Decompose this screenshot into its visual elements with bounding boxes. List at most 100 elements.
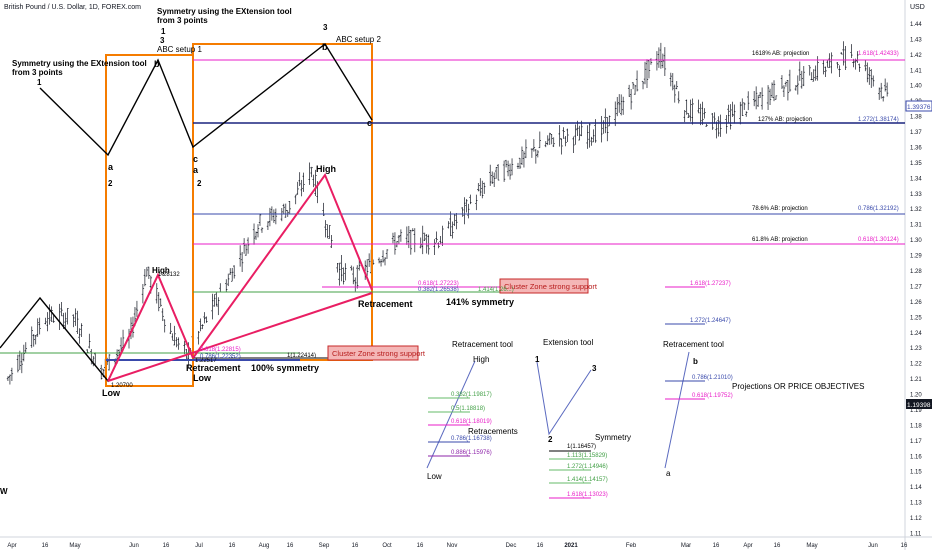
- fib-b1: 0.618(1.27223): [418, 281, 459, 287]
- sym-lvl-1: 1.113(1.15829): [567, 453, 607, 459]
- fib-a3: 1(1.22414): [287, 353, 316, 359]
- x-tick-label: 16: [352, 543, 359, 549]
- pink-trend: [107, 292, 373, 382]
- retr2-a: a: [666, 469, 671, 478]
- x-tick-label: Nov: [447, 543, 458, 549]
- fib-b3: 1.414(1.26...): [478, 287, 514, 293]
- ext-2: 2: [548, 435, 553, 444]
- y-tick-label: 1.40: [910, 84, 922, 90]
- y-tick-label: 1.43: [910, 37, 922, 43]
- sym-title: Symmetry: [595, 433, 631, 442]
- fib-a2: 0.786(1.22352): [200, 354, 241, 360]
- proj-title: Projections OR PRICE OBJECTIVES: [732, 382, 864, 391]
- high-label-2: High: [316, 164, 336, 174]
- x-tick-label: May: [806, 543, 817, 549]
- sym1-title: Symmetry using the EXtension tool: [12, 59, 147, 68]
- cluster2-label[interactable]: Cluster Zone strong support: [504, 282, 598, 291]
- x-tick-label: Jun: [868, 543, 878, 549]
- currency-label: USD: [910, 4, 925, 11]
- sym-lvl-3: 1.414(1.14157): [567, 477, 608, 483]
- y-tick-label: 1.25: [910, 315, 922, 321]
- y-axis: 1.441.431.421.411.401.391.381.371.361.35…: [904, 0, 922, 550]
- level-786-label: 78.6% AB: projection: [752, 206, 808, 212]
- retr2-lvl-1: 0.618(1.19752): [692, 393, 733, 399]
- y-tick-label: 1.21: [910, 377, 922, 383]
- retr-label-1: Retracement: [186, 363, 241, 373]
- level-1618-value: 1.618(1.42433): [858, 51, 899, 57]
- y-tick-label: 1.20: [910, 393, 922, 399]
- y-tick-label: 1.37: [910, 130, 922, 136]
- x-tick-label: 16: [287, 543, 294, 549]
- abc2-label: ABC setup 2: [336, 35, 381, 44]
- label-a-left: a: [108, 162, 114, 172]
- label-c-mid: c: [193, 154, 198, 164]
- high-label-1: High: [152, 266, 170, 275]
- retr-lvl-2: 0.618(1.18019): [451, 419, 492, 425]
- retr2-b: b: [693, 357, 698, 366]
- bottom-price-box: [906, 399, 932, 409]
- x-tick-label: Jun: [129, 543, 139, 549]
- y-tick-label: 1.41: [910, 68, 922, 74]
- label-2-left: 2: [108, 179, 113, 188]
- sym100-label: 100% symmetry: [251, 363, 319, 373]
- x-tick-label: 16: [417, 543, 424, 549]
- x-tick-label: 16: [901, 543, 908, 549]
- y-tick-label: 1.35: [910, 161, 922, 167]
- x-tick-label: Sep: [319, 543, 330, 549]
- sym141-label: 141% symmetry: [446, 297, 514, 307]
- sym2-title: Symmetry using the EXtension tool: [157, 7, 292, 16]
- y-tick-label: 1.23: [910, 346, 922, 352]
- right-fib2: 1.272(1.24647): [690, 318, 731, 324]
- cluster1-label[interactable]: Cluster Zone strong support: [332, 349, 426, 358]
- retr-val-1: 1.22517: [195, 358, 217, 364]
- y-tick-label: 1.29: [910, 254, 922, 260]
- pink-abc-small: [107, 272, 194, 382]
- level-618-value: 0.618(1.30124): [858, 237, 899, 243]
- x-tick-label: Oct: [382, 543, 392, 549]
- abc2-box: [192, 43, 373, 361]
- y-tick-label: 1.34: [910, 176, 922, 182]
- label-b-left: b: [154, 59, 160, 69]
- y-tick-label: 1.17: [910, 439, 922, 445]
- x-tick-label: 16: [163, 543, 170, 549]
- label-2-mid: 2: [197, 179, 202, 188]
- label-a-mid: a: [193, 165, 199, 175]
- ext-title: Extension tool: [543, 338, 593, 347]
- sym-lvl-4: 1.618(1.13023): [567, 492, 608, 498]
- retr2-lvl-0: 0.786(1.21010): [692, 375, 733, 381]
- ext-3: 3: [592, 364, 597, 373]
- x-tick-label: 16: [42, 543, 49, 549]
- fib-b2: 0.382(1.26538): [418, 287, 459, 293]
- x-tick-label: 16: [537, 543, 544, 549]
- abc1-label: ABC setup 1: [157, 45, 202, 54]
- retr-tool-title: Retracement tool: [452, 340, 513, 349]
- y-tick-label: 1.13: [910, 501, 922, 507]
- x-tick-label: 16: [774, 543, 781, 549]
- label-3-top: 3: [160, 36, 165, 45]
- level-127-value: 1.272(1.38174): [858, 117, 899, 123]
- cluster1-box[interactable]: [327, 345, 419, 361]
- retr-lvl-4: 0.886(1.15976): [451, 450, 492, 456]
- sym-lvl-0: 1(1.16457): [567, 444, 596, 450]
- abc1-box: [105, 54, 194, 387]
- y-tick-label: 1.11: [910, 532, 922, 538]
- y-tick-label: 1.38: [910, 115, 922, 121]
- level-618-label: 61.8% AB: projection: [752, 237, 808, 243]
- retr-tool-low: Low: [427, 472, 442, 481]
- ext-1: 1: [535, 355, 540, 364]
- y-tick-label: 1.42: [910, 53, 922, 59]
- y-tick-label: 1.26: [910, 300, 922, 306]
- retr2-levels: [665, 286, 705, 400]
- y-tick-label: 1.33: [910, 192, 922, 198]
- symbol-title: British Pound / U.S. Dollar, 1D, FOREX.c…: [4, 4, 141, 11]
- y-tick-label: 1.16: [910, 454, 922, 460]
- low-label-2: Low: [193, 373, 212, 383]
- candles-layer: [6, 41, 889, 385]
- cluster2-box[interactable]: [499, 278, 589, 294]
- x-tick-label: 16: [229, 543, 236, 549]
- y-tick-label: 1.24: [910, 331, 922, 337]
- label-c-right: c: [367, 118, 372, 128]
- low-label-1: Low: [102, 388, 121, 398]
